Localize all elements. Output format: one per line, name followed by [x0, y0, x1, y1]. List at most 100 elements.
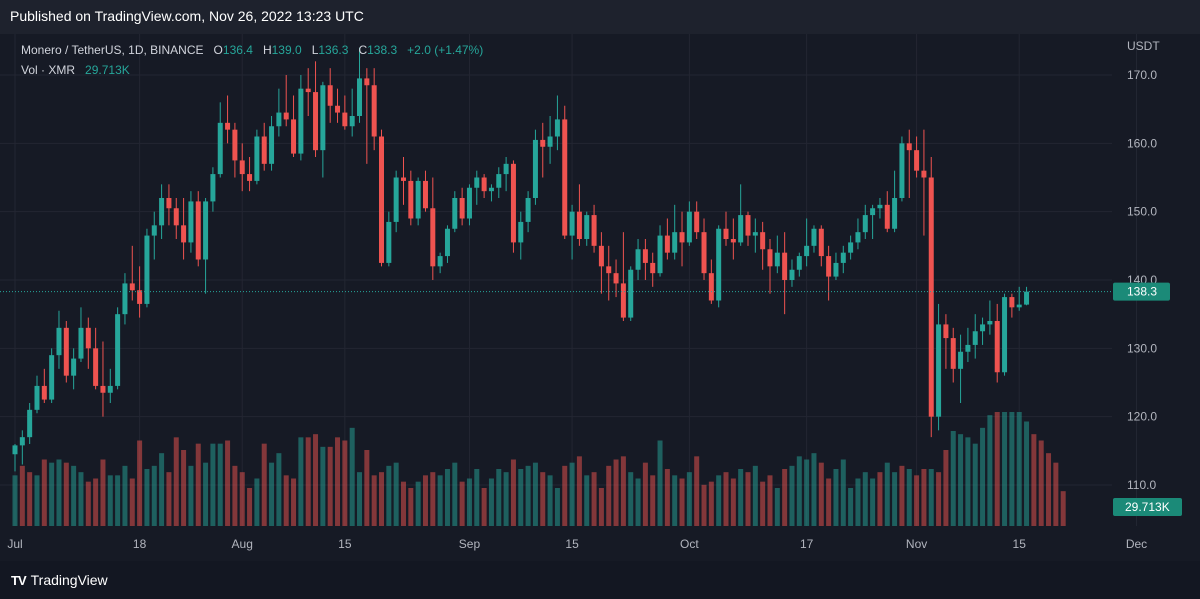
candle-body	[899, 143, 905, 198]
candle-body	[393, 177, 399, 222]
candle-body	[93, 348, 99, 386]
x-tick-label: 17	[800, 537, 814, 551]
candle-body	[474, 177, 480, 188]
candle-body	[269, 126, 275, 164]
x-tick-label: Sep	[459, 537, 481, 551]
candle-body	[745, 215, 751, 236]
legend-low-label: L	[311, 43, 319, 57]
volume-bar	[862, 472, 868, 526]
volume-bar	[591, 472, 597, 526]
candle-body	[181, 225, 187, 243]
y-tick-label: 110.0	[1127, 478, 1156, 492]
volume-bar	[1038, 440, 1044, 526]
volume-bar	[173, 437, 179, 526]
candle-body	[738, 215, 744, 243]
volume-bar	[1016, 412, 1022, 526]
volume-bar	[650, 475, 656, 526]
legend-high: 139.0	[271, 43, 302, 57]
legend-open: 136.4	[222, 43, 253, 57]
volume-bar	[166, 472, 172, 526]
candle-body	[166, 198, 172, 209]
volume-bar	[723, 472, 729, 526]
candle-body	[606, 266, 612, 274]
published-text: Published on TradingView.com, Nov 26, 20…	[10, 8, 364, 24]
candle-body	[672, 232, 678, 253]
volume-bar	[811, 453, 817, 526]
footer: TV TradingView	[0, 561, 1200, 599]
volume-bar	[496, 469, 502, 526]
chart-panel[interactable]: 110.0 120.0 130.0 140.0 150.0 160.0 170.0 USDT 1…	[0, 34, 1200, 561]
candle-body	[49, 355, 55, 400]
candle-body	[122, 283, 128, 315]
candle-body	[554, 119, 560, 137]
candle-body	[730, 239, 736, 243]
volume-bar	[210, 443, 216, 526]
candle-body	[708, 273, 714, 301]
last-price-tag-text: 138.3	[1127, 285, 1157, 299]
legend-volume-label: Vol · XMR	[21, 63, 76, 77]
volume-bar	[569, 462, 575, 526]
candle-body	[437, 256, 443, 267]
volume-bar	[943, 450, 949, 526]
volume-bar	[877, 472, 883, 526]
volume-bar	[767, 475, 773, 526]
candle-body	[994, 321, 1000, 373]
volume-bar	[796, 456, 802, 526]
x-tick-label: Jul	[7, 537, 22, 551]
candle-body	[804, 245, 810, 257]
candle-body	[496, 174, 502, 188]
volume-bar	[1024, 421, 1030, 526]
candle-body	[796, 256, 802, 270]
candle-body	[159, 198, 165, 226]
candle-body	[928, 177, 934, 417]
x-tick-label: Nov	[906, 537, 927, 551]
volume-bar	[49, 462, 55, 526]
volume-bar	[283, 475, 289, 526]
volume-bar	[335, 437, 341, 526]
candle-body	[965, 344, 971, 352]
candle-body	[71, 358, 77, 376]
legend-volume: 29.713K	[85, 63, 130, 77]
candle-body	[327, 85, 333, 106]
candle-body	[657, 235, 663, 274]
volume-bar	[122, 465, 128, 526]
x-tick-label: 15	[338, 537, 352, 551]
candle-body	[532, 139, 538, 198]
volume-bar	[679, 478, 685, 526]
candlestick-chart[interactable]: 110.0120.0130.0140.0150.0160.0170.0USDT1…	[0, 34, 1200, 561]
candle-body	[320, 85, 326, 151]
volume-bar	[349, 427, 355, 526]
volume-bar	[804, 459, 810, 526]
candle-body	[628, 269, 634, 318]
candle-body	[305, 88, 311, 93]
volume-bar	[78, 472, 84, 526]
candle-body	[254, 136, 260, 181]
candle-body	[789, 269, 795, 280]
candle-body	[19, 437, 25, 446]
volume-bar	[906, 469, 912, 526]
candle-body	[862, 215, 868, 233]
volume-bar	[459, 481, 465, 526]
volume-bar	[950, 431, 956, 526]
volume-bar	[606, 465, 612, 526]
candle-body	[144, 235, 150, 304]
volume-bar	[488, 478, 494, 526]
volume-bar	[225, 440, 231, 526]
candle-body	[78, 327, 84, 359]
volume-bar	[686, 472, 692, 526]
volume-bar	[159, 453, 165, 526]
candle-body	[1024, 291, 1030, 305]
volume-bar	[730, 478, 736, 526]
x-tick-label: Oct	[680, 537, 699, 551]
volume-bar	[635, 478, 641, 526]
volume-bar	[151, 465, 157, 526]
candle-body	[921, 170, 927, 178]
volume-bar	[430, 472, 436, 526]
candle-body	[276, 112, 282, 127]
candle-body	[459, 198, 465, 219]
volume-bar	[1060, 491, 1066, 526]
candle-body	[848, 242, 854, 253]
candle-body	[569, 211, 575, 236]
volume-bar	[899, 465, 905, 526]
currency-label: USDT	[1127, 39, 1160, 53]
